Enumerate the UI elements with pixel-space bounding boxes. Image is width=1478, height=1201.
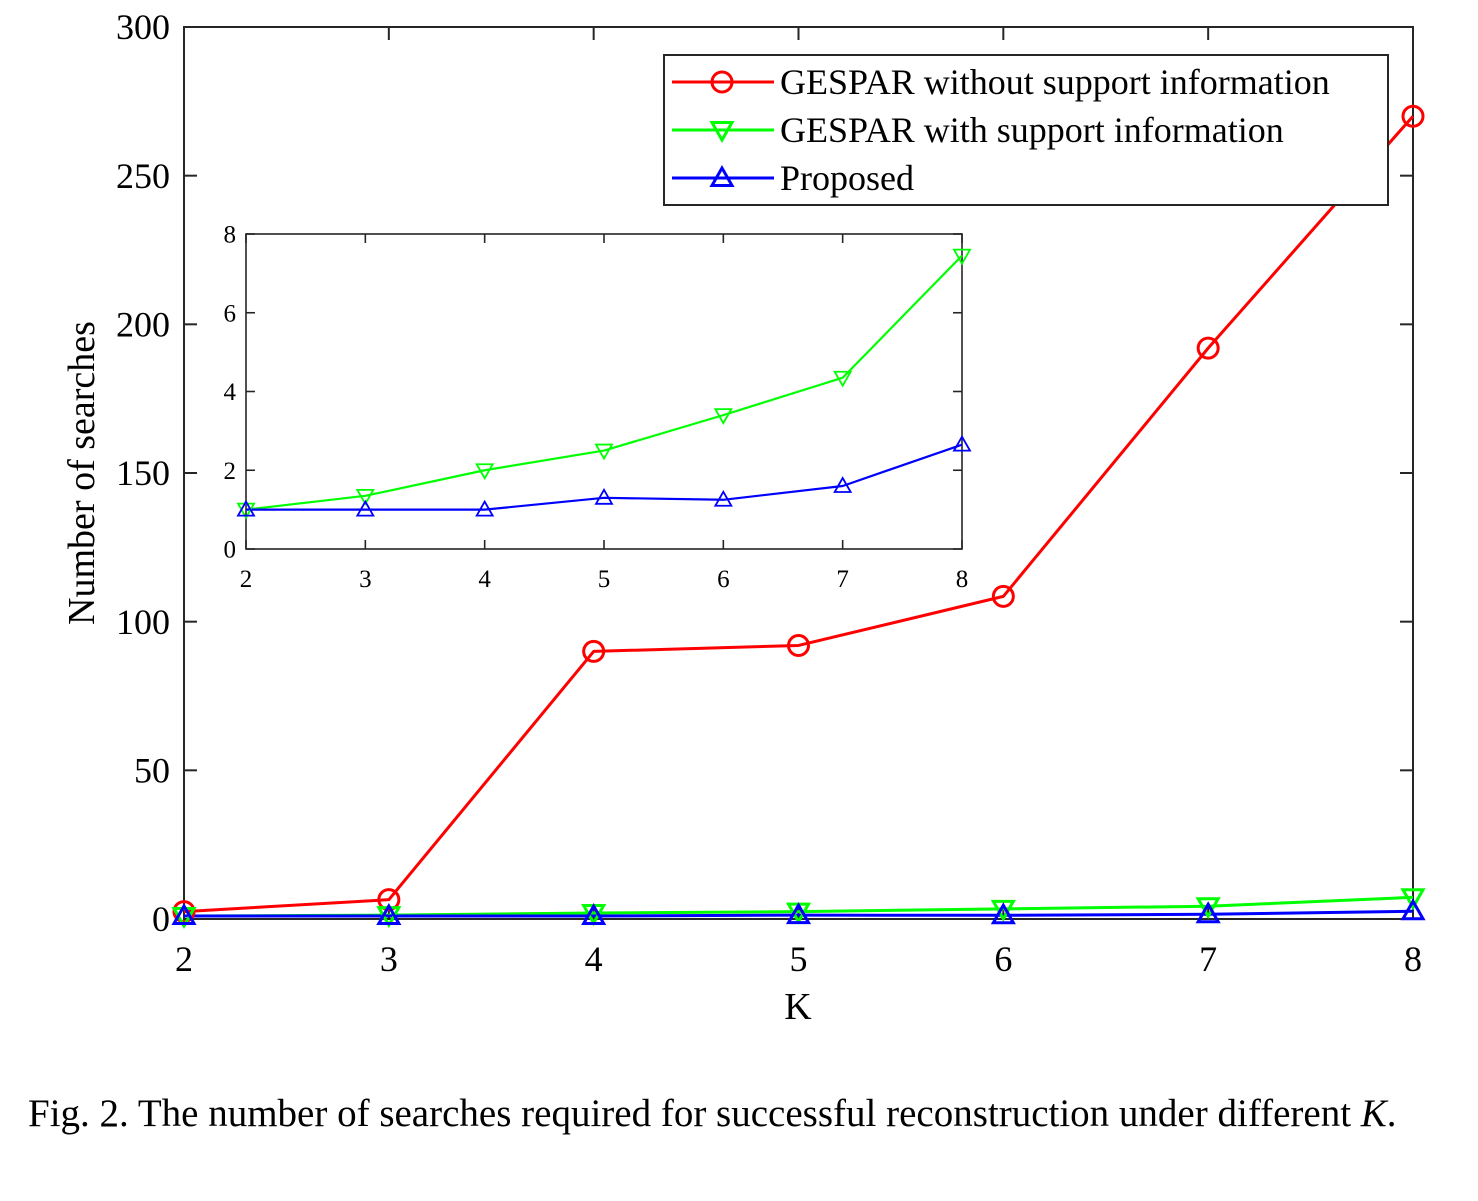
y-tick-label: 300 xyxy=(116,7,170,47)
x-tick-label: 6 xyxy=(994,939,1012,979)
legend-marker-0 xyxy=(710,70,734,94)
data-point-series-0 xyxy=(582,639,606,663)
x-tick-label: 4 xyxy=(478,566,491,593)
x-tick-label: 5 xyxy=(598,566,611,593)
figure-caption: Fig. 2. The number of searches required … xyxy=(28,1092,1460,1136)
data-point-series-2 xyxy=(376,903,402,926)
data-point-series-1 xyxy=(355,499,375,517)
y-tick-label: 50 xyxy=(134,751,170,791)
data-point-series-0 xyxy=(172,900,196,924)
data-point-series-1 xyxy=(1400,888,1426,911)
data-point-series-0 xyxy=(787,633,810,657)
data-point-series-2 xyxy=(581,903,607,926)
data-point-series-0 xyxy=(355,488,375,506)
data-point-series-1 xyxy=(713,489,733,507)
data-point-series-1 xyxy=(1195,897,1221,920)
data-point-series-0 xyxy=(236,502,256,520)
x-tick-label: 8 xyxy=(956,566,969,593)
x-tick-label: 3 xyxy=(359,566,372,593)
x-tick-label: 6 xyxy=(717,566,730,593)
legend-label-1: GESPAR with support information xyxy=(780,110,1284,150)
data-point-series-0 xyxy=(952,248,972,266)
y-tick-label: 200 xyxy=(116,305,170,345)
x-tick-label: 2 xyxy=(240,566,253,593)
data-point-series-0 xyxy=(475,463,495,481)
caption-variable: K xyxy=(1360,1092,1387,1135)
y-tick-label: 150 xyxy=(116,453,170,493)
series-line-1 xyxy=(246,443,963,511)
y-tick-label: 0 xyxy=(224,537,237,564)
data-point-series-2 xyxy=(171,903,197,926)
caption-text: Fig. 2. The number of searches required … xyxy=(28,1092,1361,1135)
y-tick-label: 100 xyxy=(116,602,170,642)
data-point-series-1 xyxy=(952,434,972,452)
data-point-series-2 xyxy=(1400,898,1426,921)
data-point-series-1 xyxy=(236,499,256,517)
x-tick-label: 3 xyxy=(380,939,398,979)
x-tick-label: 4 xyxy=(585,939,603,979)
data-point-series-0 xyxy=(377,888,401,912)
y-tick-label: 0 xyxy=(152,899,170,939)
y-tick-label: 250 xyxy=(116,156,170,196)
legend-label-0: GESPAR without support information xyxy=(780,62,1330,102)
y-axis-label: Number of searches xyxy=(61,321,103,625)
y-tick-label: 8 xyxy=(224,222,237,249)
legend-marker-1 xyxy=(709,121,735,144)
plot-frame xyxy=(245,233,963,550)
data-point-series-0 xyxy=(991,584,1015,608)
series-line-0 xyxy=(245,254,963,511)
data-point-series-0 xyxy=(833,370,853,388)
legend-label-2: Proposed xyxy=(780,158,914,198)
data-point-series-0 xyxy=(713,408,733,425)
data-point-series-2 xyxy=(785,902,812,925)
x-axis-label: K xyxy=(784,986,812,1028)
y-tick-label: 4 xyxy=(224,379,237,406)
data-point-series-0 xyxy=(594,443,614,461)
series-line-0 xyxy=(183,115,1415,914)
y-tick-label: 6 xyxy=(224,300,237,327)
data-point-series-2 xyxy=(1195,901,1221,924)
data-point-series-1 xyxy=(990,899,1016,922)
x-tick-label: 5 xyxy=(790,939,808,979)
data-point-series-1 xyxy=(594,487,614,505)
x-tick-label: 8 xyxy=(1404,939,1422,979)
data-point-series-1 xyxy=(475,499,495,517)
data-point-series-1 xyxy=(833,476,853,493)
legend-marker-2 xyxy=(709,164,735,187)
data-point-series-2 xyxy=(990,902,1016,925)
y-tick-label: 2 xyxy=(224,458,237,485)
x-tick-label: 2 xyxy=(175,939,193,979)
legend-box xyxy=(663,54,1389,206)
data-point-series-0 xyxy=(1401,104,1425,128)
legend: GESPAR without support information GESPAR… xyxy=(663,54,1389,206)
caption-suffix: . xyxy=(1386,1092,1397,1135)
x-tick-label: 7 xyxy=(836,566,849,593)
x-tick-label: 7 xyxy=(1199,939,1217,979)
data-point-series-0 xyxy=(1196,336,1220,360)
